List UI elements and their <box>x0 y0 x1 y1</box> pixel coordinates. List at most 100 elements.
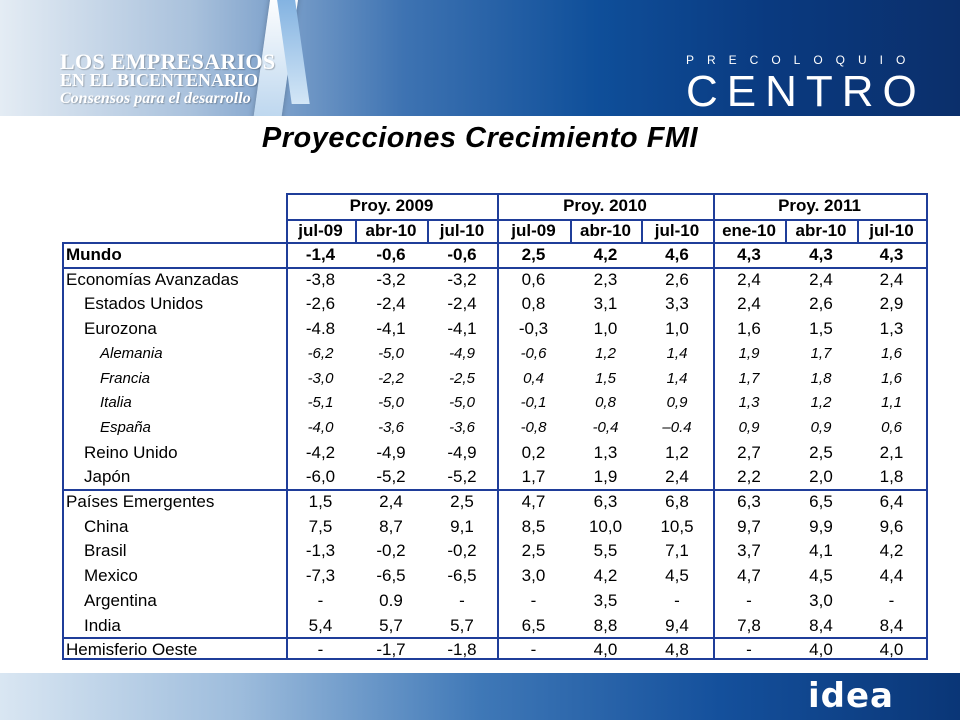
table-cell: 3,5 <box>593 591 618 610</box>
table-cell: 4,5 <box>665 566 689 585</box>
table-cell: 4,3 <box>879 245 904 264</box>
table-cell: 4,8 <box>665 640 689 659</box>
header-banner: LOS EMPRESARIOS EN EL BICENTENARIO Conse… <box>0 0 960 116</box>
table-cell: -1,8 <box>447 640 477 659</box>
table-cell: 2,4 <box>665 467 689 486</box>
table-cell: -4,9 <box>449 345 475 362</box>
table-cell: -4,9 <box>376 443 406 462</box>
table-cell: 8,4 <box>809 616 833 635</box>
column-header: jul-10 <box>654 221 700 240</box>
header-divider <box>286 219 928 221</box>
table-cell: 4,0 <box>593 640 618 659</box>
table-cell: 2,4 <box>879 270 904 289</box>
table-cell: -6,0 <box>305 467 336 486</box>
table-cell: 3,1 <box>593 294 618 313</box>
table-cell: -3,8 <box>305 270 336 289</box>
table-cell: 4,6 <box>665 245 689 264</box>
table-cell: 7,8 <box>737 616 761 635</box>
row-label: Francia <box>100 370 151 387</box>
table-cell: 0,4 <box>523 370 544 387</box>
table-cell: 4,2 <box>593 566 618 585</box>
table-cell: 1,6 <box>737 319 761 338</box>
group-header: Proy. 2011 <box>778 196 861 215</box>
table-cell: 2,4 <box>379 492 403 511</box>
table-cell: - <box>530 591 537 610</box>
table-cell: 3,0 <box>809 591 833 610</box>
table-cell: 1,1 <box>881 394 902 411</box>
table-cell: 0,9 <box>810 419 832 436</box>
logo-big-text: CENTRO <box>686 67 926 116</box>
table-cell: 2,1 <box>879 443 904 462</box>
table-cell: 2,2 <box>737 467 761 486</box>
col-divider <box>497 193 499 660</box>
row-label: Japón <box>84 467 131 486</box>
table-cell: -0,4 <box>592 419 619 436</box>
table-cell: 1,7 <box>810 345 832 362</box>
table-cell: 4,4 <box>879 566 904 585</box>
table-cell: 2,7 <box>737 443 761 462</box>
table-cell: 5,4 <box>308 616 333 635</box>
section-divider <box>62 267 928 269</box>
table-cell: - <box>317 591 324 610</box>
col-divider <box>713 193 715 660</box>
table-cell: -5,0 <box>378 394 404 411</box>
table-cell: - <box>530 640 537 659</box>
header-col-divider <box>427 219 429 242</box>
table-cell: -1,7 <box>376 640 406 659</box>
column-header: abr-10 <box>795 221 847 240</box>
table-cell: 5,5 <box>593 541 618 560</box>
column-header: jul-10 <box>869 221 914 240</box>
table-cell: -3,6 <box>378 419 404 436</box>
header-col-divider <box>355 219 357 242</box>
table-cell: 1,2 <box>665 443 689 462</box>
table-cell: 1,0 <box>665 319 689 338</box>
table-cell: 8,5 <box>521 517 546 536</box>
row-label: Alemania <box>100 345 163 362</box>
table-cell: 1,3 <box>738 394 760 411</box>
table-cell: 1,4 <box>666 345 688 362</box>
table-cell: -0,6 <box>376 245 406 264</box>
table-cell: -0,8 <box>520 419 547 436</box>
table-cell: 3,7 <box>737 541 761 560</box>
table-cell: -5,2 <box>376 467 406 486</box>
table-cell: 2,5 <box>521 541 546 560</box>
table-cell: -5,0 <box>378 345 404 362</box>
column-header: jul-09 <box>511 221 556 240</box>
table-cell: 3,3 <box>665 294 689 313</box>
table-right-border <box>926 193 928 660</box>
table-cell: 6,5 <box>809 492 833 511</box>
row-label: Mundo <box>66 245 122 264</box>
row-label: España <box>100 419 151 436</box>
table-cell: -0,6 <box>520 345 547 362</box>
table-cell: 6,3 <box>737 492 761 511</box>
table-cell: -6,2 <box>307 345 334 362</box>
table-cell: 2,4 <box>737 294 761 313</box>
table-cell: -7,3 <box>305 566 336 585</box>
table-cell: - <box>888 591 895 610</box>
precoloquio-logo: PRECOLOQUIO CENTRO <box>686 52 926 114</box>
table-cell: 8,7 <box>379 517 403 536</box>
table-cell: 1,5 <box>595 370 616 387</box>
table-cell: -4,1 <box>376 319 406 338</box>
header-col-divider <box>570 219 572 242</box>
header-bottom-border <box>62 242 928 244</box>
table-cell: 4,0 <box>809 640 833 659</box>
table-cell: -2,6 <box>305 294 336 313</box>
table-cell: - <box>746 640 752 659</box>
table-cell: 4,2 <box>593 245 618 264</box>
table-cell: -0,2 <box>447 541 477 560</box>
table-cell: 1,3 <box>879 319 904 338</box>
table-cell: 1,5 <box>809 319 833 338</box>
table-cell: 4,3 <box>809 245 833 264</box>
table-cell: 4,0 <box>879 640 904 659</box>
table-cell: 2,5 <box>809 443 833 462</box>
group-header: Proy. 2009 <box>349 196 434 215</box>
table-cell: 1,8 <box>879 467 904 486</box>
row-label: Reino Unido <box>84 443 178 462</box>
table-cell: 1,6 <box>881 345 902 362</box>
table-cell: -6,5 <box>447 566 477 585</box>
table-cell: -4,9 <box>447 443 477 462</box>
table-cell: 4,3 <box>737 245 761 264</box>
column-header: ene-10 <box>722 221 776 240</box>
table-cell: 4,7 <box>521 492 546 511</box>
